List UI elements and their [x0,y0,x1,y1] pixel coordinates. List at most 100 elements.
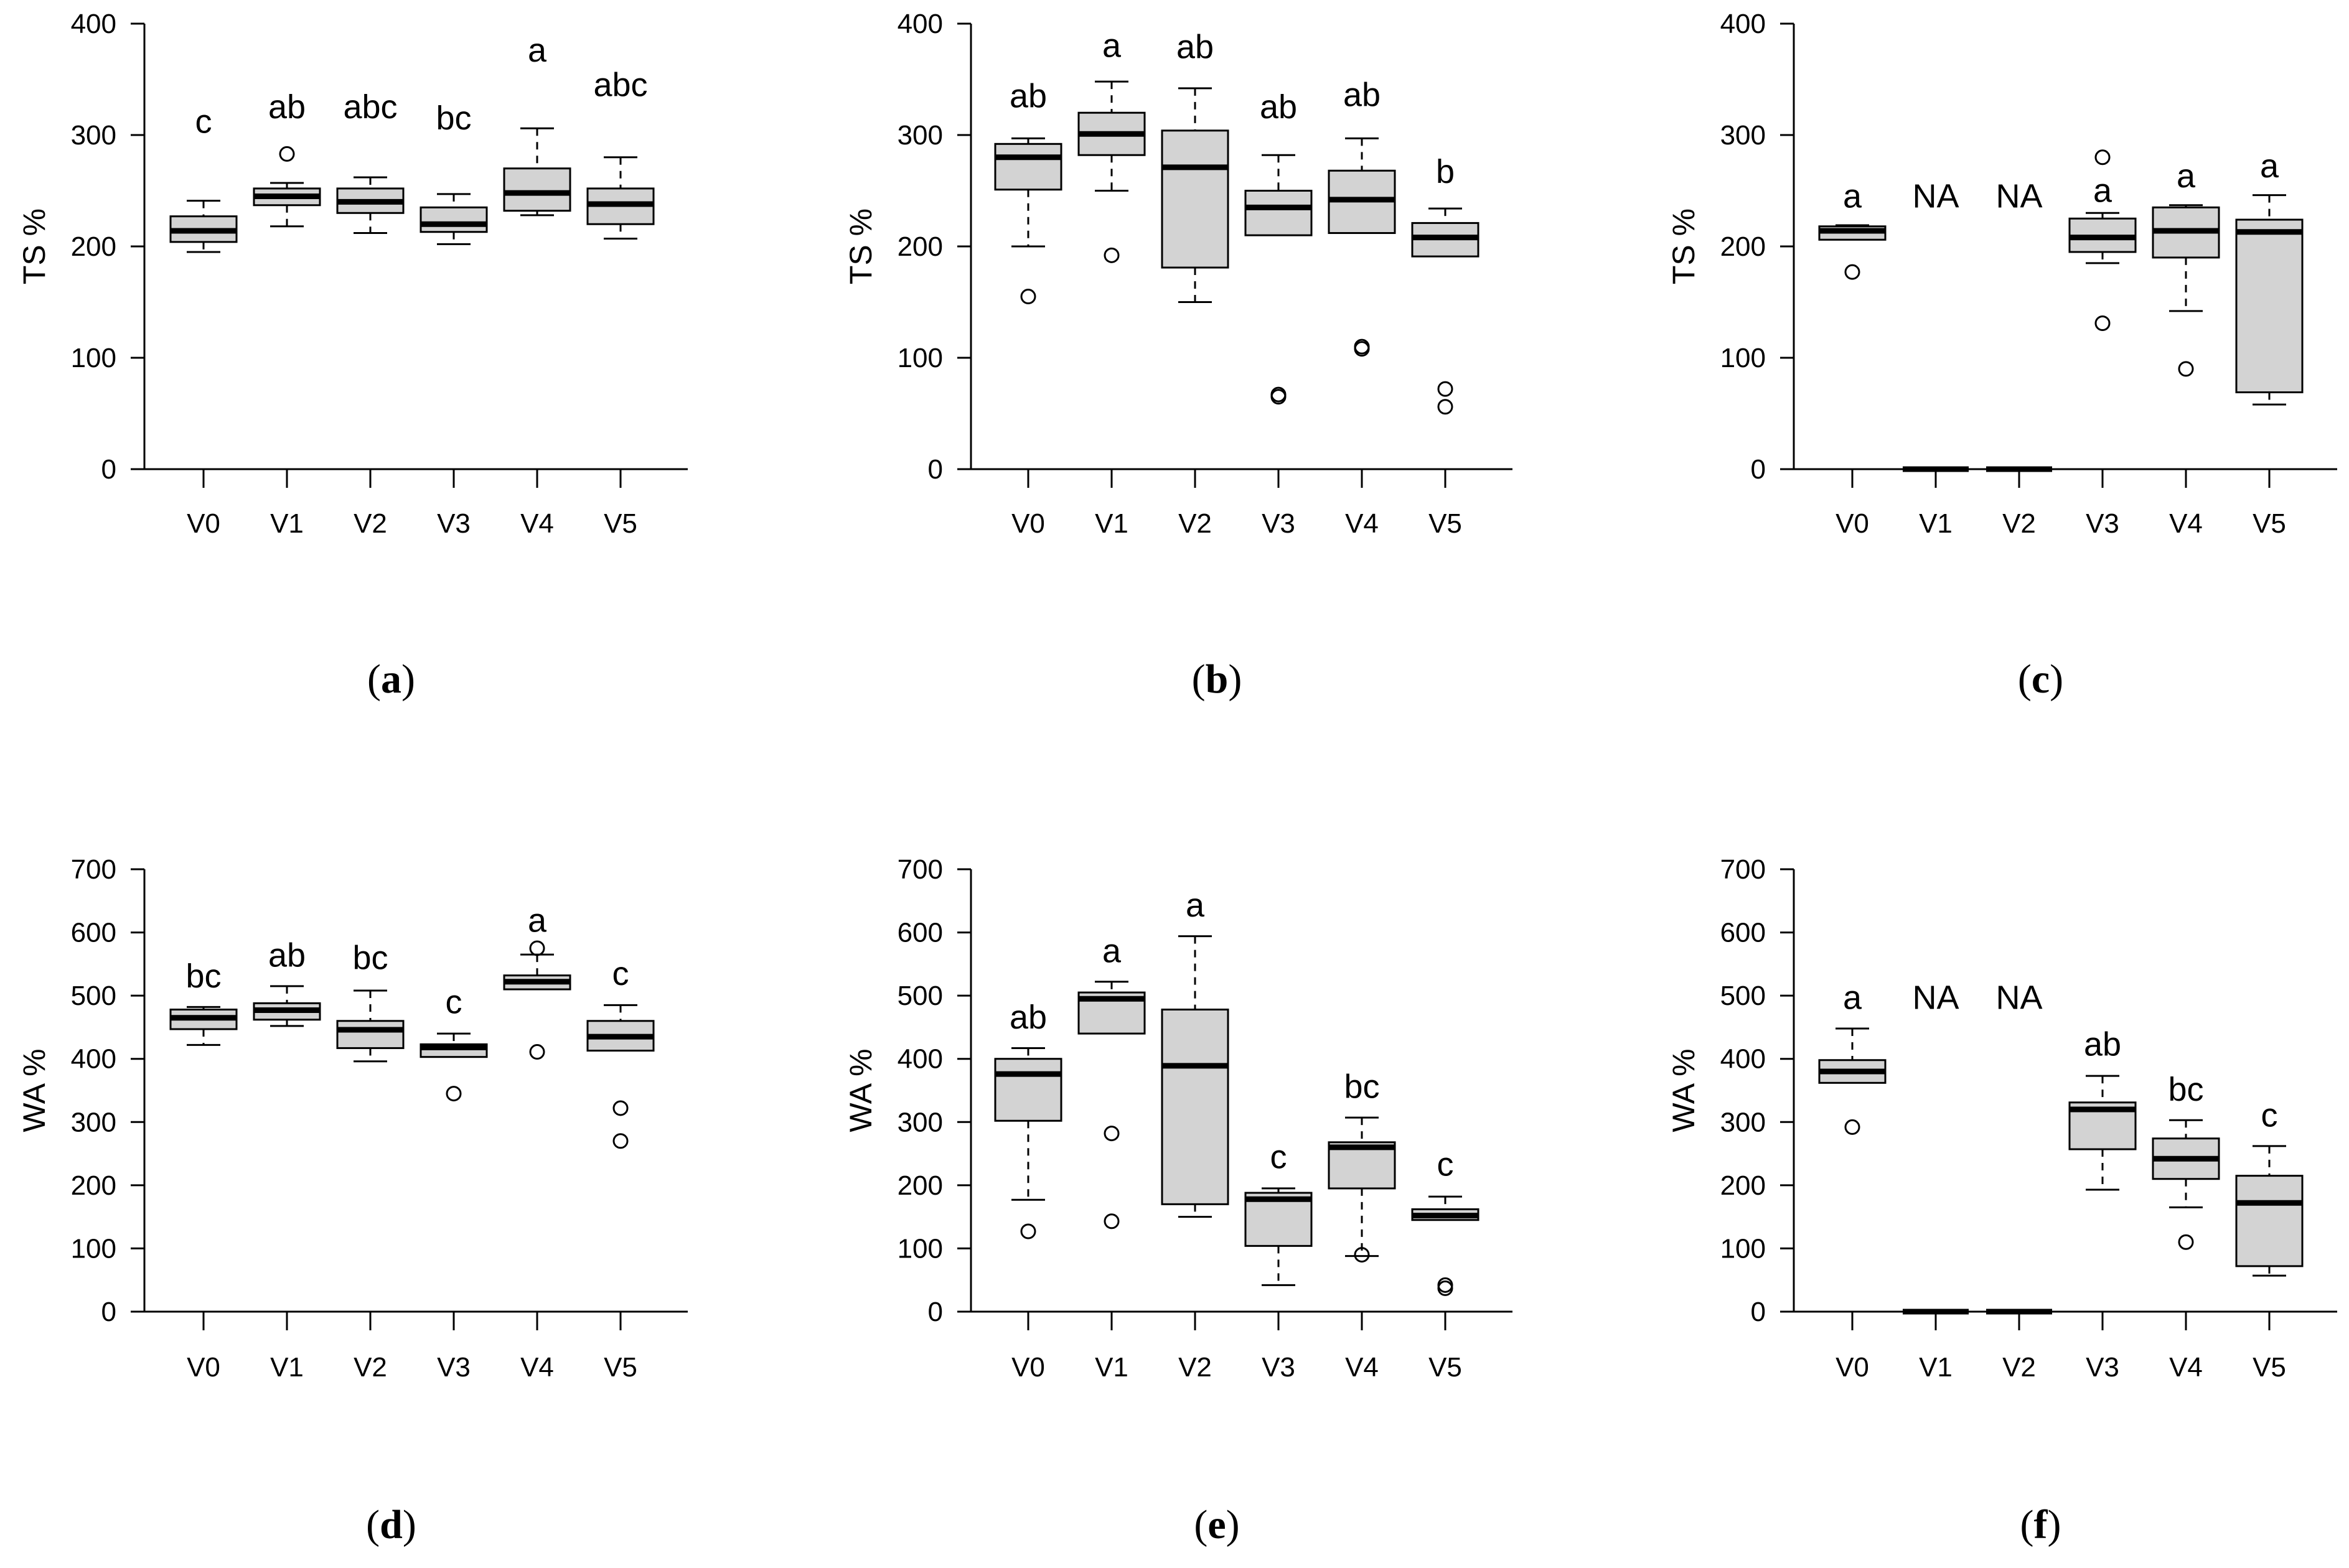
y-tick-label: 300 [1720,120,1766,151]
y-tick-label: 300 [898,120,943,151]
y-axis-title: WA % [1666,1048,1701,1132]
panel-caption: (e) [1194,1502,1239,1547]
y-tick-label: 0 [101,454,116,485]
outlier-point [1354,1247,1370,1263]
outlier-point [1104,1213,1120,1230]
box-v4: bc [2152,1071,2220,1250]
significance-letter: NA [1995,177,2042,215]
significance-letter: bc [436,100,471,137]
x-tick-label: V1 [1919,1352,1953,1383]
significance-letter: a [528,902,547,940]
outlier-point [1844,1119,1860,1135]
box-v4: bc [1328,1068,1396,1263]
box-v0: ab [994,77,1062,305]
outlier-point [1354,341,1370,357]
y-tick-label: 100 [71,343,116,373]
significance-letter: c [612,955,629,992]
y-tick-label: 100 [898,1233,943,1264]
box-v0: c [169,103,238,253]
caption-paren: ( [2018,656,2032,702]
y-tick-label: 0 [928,1297,943,1327]
y-tick-label: 500 [1720,981,1766,1011]
y-tick-label: 700 [898,854,943,885]
significance-letter: ab [268,936,306,974]
box-body [503,167,571,212]
x-tick-label: V3 [2086,1352,2119,1383]
x-tick-label: V0 [1011,508,1045,539]
caption-paren: ( [367,656,381,702]
box-v0: a [1818,177,1887,280]
y-tick-label: 500 [71,981,116,1011]
significance-letter: bc [2168,1071,2203,1108]
box-v2: NA [1985,177,2053,472]
y-tick-label: 700 [71,854,116,885]
box-body [1161,1008,1229,1205]
caption-paren: ( [1194,1502,1207,1547]
significance-letter: a [2093,172,2112,209]
y-tick-label: 600 [898,918,943,948]
significance-letter: bc [352,939,388,976]
significance-letter: NA [1995,979,2042,1016]
significance-letter: bc [185,958,221,995]
y-axis-title: TS % [843,208,878,284]
x-tick-label: V1 [270,508,304,539]
y-tick-label: 200 [1720,231,1766,262]
x-tick-label: V3 [1262,508,1295,539]
box-v5: b [1411,153,1479,415]
caption-paren: ) [401,656,415,702]
panel-caption: (a) [367,656,415,702]
panel-caption: (c) [2018,656,2063,702]
outlier-point [1020,289,1036,305]
caption-paren: ) [2047,1502,2061,1547]
x-tick-label: V1 [270,1352,304,1383]
box-v5: c [2235,1096,2304,1277]
chart-panel-d: 0 100 200 300 400 500 600 700 WA % V0 V1 V2 V3 V4 V5 bc… [17,854,688,1547]
x-tick-label: V1 [1919,508,1953,539]
box-v3: bc [420,100,488,245]
y-tick-label: 100 [71,1233,116,1264]
box-v5: a [2235,147,2304,406]
x-tick-label: V3 [1262,1352,1295,1383]
significance-letter: ab [268,88,306,126]
significance-letter: a [1102,27,1122,65]
significance-letter: a [1102,932,1122,969]
box-body [994,142,1062,191]
outlier-point [446,1086,462,1102]
box-v3: ab [2068,1026,2137,1191]
y-tick-label: 400 [71,1044,116,1075]
caption-paren: ) [2050,656,2063,702]
caption-paren: ( [1192,656,1206,702]
caption-letter: b [1206,656,1229,702]
box-v4: a [503,902,571,1060]
caption-letter: d [380,1502,403,1547]
box-v5: c [586,955,655,1149]
x-tick-label: V5 [1428,1352,1462,1383]
significance-letter: ab [1343,76,1381,113]
x-tick-label: V4 [520,1352,554,1383]
x-tick-label: V4 [2169,508,2203,539]
outlier-point [1437,381,1453,397]
box-v4: a [503,32,571,217]
box-v3: c [420,984,488,1102]
box-body [994,1058,1062,1122]
panel-caption: (d) [366,1502,416,1547]
y-axis-title: WA % [843,1048,878,1132]
outlier-point [2094,149,2111,166]
box-body [2235,218,2304,393]
x-tick-label: V2 [1178,1352,1212,1383]
x-tick-label: V4 [1345,508,1379,539]
box-v1: NA [1901,177,1970,472]
y-tick-label: 300 [71,1107,116,1137]
x-tick-label: V0 [187,508,220,539]
box-v2: a [1161,887,1229,1218]
significance-letter: a [2177,157,2196,195]
y-tick-label: 600 [1720,918,1766,948]
y-tick-label: 0 [928,454,943,485]
significance-letter: ab [2084,1026,2121,1063]
box-v1: NA [1901,979,1970,1315]
box-v2: NA [1985,979,2053,1315]
significance-letter: abc [593,66,647,103]
